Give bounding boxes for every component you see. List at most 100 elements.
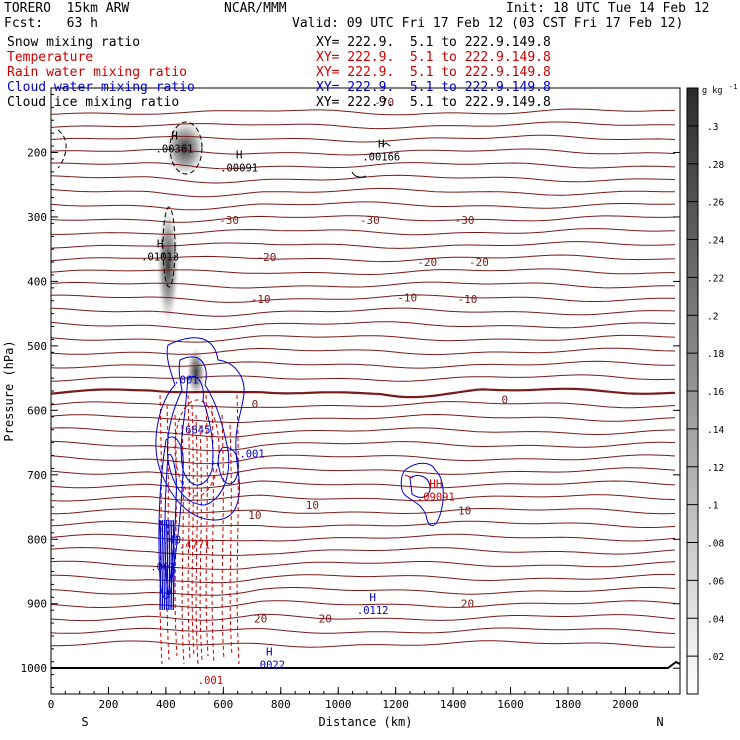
cloud-ice-contour (169, 121, 203, 175)
temperature-contour (50, 454, 676, 465)
field-xy-temperature: XY= 222.9. 5.1 to 222.9.149.8 (316, 50, 551, 65)
temperature-contours (50, 108, 681, 669)
temperature-contour (50, 148, 676, 156)
temperature-contour (50, 347, 676, 356)
y-tick-label: 1000 (21, 662, 48, 675)
temperature-label: -20 (256, 251, 276, 264)
temperature-contour (50, 586, 676, 596)
field-xy-cloud-ice: XY= 222.9. 5.1 to 222.9.149.8 (316, 95, 551, 110)
temperature-contour (50, 334, 676, 343)
maximum-marker: H (236, 149, 243, 162)
maximum-value: .0022 (253, 660, 285, 672)
maximum-marker: H (378, 138, 385, 151)
temperature-contour (50, 467, 676, 477)
cloud-water-contour (161, 519, 164, 611)
valid-time: Valid: 09 UTC Fri 17 Feb 12 (03 CST Fri … (292, 16, 684, 31)
field-name-cloud-water: Cloud water mixing ratio (7, 80, 195, 95)
temperature-contour (50, 241, 676, 249)
x-tick-label: 1800 (555, 698, 582, 711)
rain-contour (236, 394, 240, 665)
colorbar-tick-label: .3 (707, 122, 718, 133)
colorbar-unit-exponent: -1 (729, 83, 737, 91)
temperature-contour (51, 162, 676, 170)
maximum-marker: H (266, 646, 273, 659)
cloud-ice-contour (381, 142, 391, 147)
temperature-contour (50, 480, 676, 489)
temperature-label: -30 (219, 214, 239, 227)
colorbar-tick-label: .26 (707, 198, 724, 209)
ground-line (51, 660, 681, 669)
maximum-value: .00166 (362, 152, 400, 164)
cloud-water-contour (168, 519, 171, 611)
rain-contour (181, 424, 185, 665)
rain-contour (174, 399, 220, 497)
temperature-contour (50, 108, 675, 116)
y-tick-label: 600 (27, 404, 47, 417)
colorbar-tick-label: .06 (707, 576, 724, 587)
temperature-contour (50, 440, 676, 452)
x-tick-label: 1400 (440, 698, 467, 711)
x-tick-label: 600 (213, 698, 233, 711)
cloud-water-contour (400, 462, 444, 526)
x-tick-label: 0 (48, 698, 55, 711)
temperature-contour (50, 560, 676, 570)
cloud-water-contour (409, 475, 431, 498)
field-xy-snow: XY= 222.9. 5.1 to 222.9.149.8 (316, 35, 551, 50)
temperature-contour (50, 254, 675, 263)
temperature-label: -20 (469, 256, 489, 269)
temperature-label: 10 (458, 504, 471, 517)
maximum-value: .09091 (417, 491, 455, 503)
colorbar: .02 .04 .06 .08 .1 .12 .14 .16 .18 .2 .22 .24 .26 .28… (686, 83, 737, 695)
field-name-temperature: Temperature (7, 50, 94, 65)
cloud-water-contour (172, 519, 175, 611)
maximum-value: .00091 (220, 163, 258, 175)
x-end-right: N (656, 715, 663, 729)
rain-contour (195, 414, 199, 665)
temperature-contour (50, 360, 675, 369)
center-label: NCAR/MMM (224, 1, 287, 16)
cloud-water-contour (170, 519, 173, 611)
cloud-ice-contour (57, 129, 67, 169)
field-xy-rain: XY= 222.9. 5.1 to 222.9.149.8 (316, 65, 551, 80)
field-name-rain: Rain water mixing ratio (7, 65, 188, 80)
field-name-snow: Snow mixing ratio (7, 35, 141, 50)
temperature-contour (50, 268, 675, 276)
maximum-marker: H (171, 129, 178, 142)
colorbar-tick-label: .2 (707, 311, 718, 322)
temperature-label: -70 (374, 96, 394, 109)
temperature-contour (50, 294, 676, 303)
temperature-label: -20 (417, 256, 437, 269)
cloud-water-contour (217, 446, 239, 485)
maximum-marker: HH (429, 477, 442, 490)
temperature-label: -10 (397, 292, 417, 305)
temperature-label: 10 (248, 509, 261, 522)
temperature-contour (50, 520, 676, 528)
cloud-ice-contour (162, 206, 176, 288)
temperature-contour (50, 374, 676, 382)
maximum-value: .00361 (156, 143, 194, 155)
colorbar-tick-label: .08 (707, 539, 724, 550)
colorbar-tick-label: .16 (707, 387, 724, 398)
colorbar-tick-label: .12 (707, 463, 724, 474)
x-tick-label: 800 (271, 698, 291, 711)
x-tick-label: 200 (99, 698, 119, 711)
init-time: Init: 18 UTC Tue 14 Feb 12 (506, 1, 710, 16)
temperature-contour (50, 627, 676, 634)
x-end-left: S (81, 715, 88, 729)
temperature-label: -10 (458, 293, 478, 306)
forecast-hour: Fcst: 63 h (4, 16, 98, 31)
colorbar-tick-label: .28 (707, 160, 724, 171)
colorbar-unit: g kg (702, 86, 722, 96)
colorbar-tick-label: .18 (707, 349, 724, 360)
temperature-contour (50, 401, 676, 409)
cloud-ice-contour (351, 171, 367, 178)
temperature-contour (50, 613, 676, 622)
field-xy-cloud-water: XY= 222.9. 5.1 to 222.9.149.8 (316, 80, 551, 95)
cloud-water-contour (163, 519, 167, 611)
contour-value-label: .001 (198, 675, 223, 687)
temperature-contour (51, 573, 676, 584)
colorbar-tick-label: .02 (707, 652, 724, 663)
rain-contour (221, 414, 225, 661)
